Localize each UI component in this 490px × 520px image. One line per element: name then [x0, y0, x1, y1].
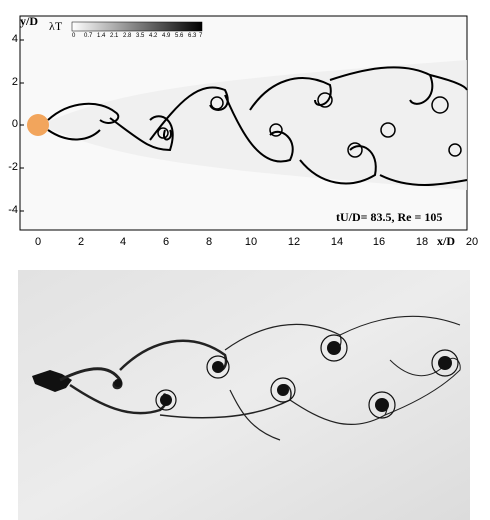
y-tick: 0 — [11, 118, 18, 130]
x-axis-label: x/D — [437, 234, 455, 248]
cb-tick: 1.4 — [97, 33, 106, 39]
vortex-lines — [47, 66, 468, 186]
colorbar — [71, 21, 203, 32]
vortex-rings-photo — [155, 334, 459, 419]
y-axis-label: y/D — [20, 14, 38, 28]
x-tick: 10 — [244, 236, 258, 248]
axis-ticks — [20, 39, 24, 212]
vortex-cores-photo — [114, 341, 452, 412]
cb-tick: 0 — [72, 33, 76, 39]
cb-tick: 4.9 — [162, 33, 171, 39]
cb-tick: 6.3 — [188, 33, 197, 39]
cb-tick: 0.7 — [84, 33, 93, 39]
colorbar-title: λT — [49, 19, 63, 33]
vortex-cores — [157, 92, 462, 158]
x-tick: 18 — [415, 236, 429, 248]
y-tick: 2 — [11, 76, 18, 88]
experiment-photo — [18, 270, 470, 520]
cb-tick: 5.6 — [175, 33, 184, 39]
simulation-panel: y/D λT 0 0.7 1.4 2.1 2.8 3.5 4.2 4.9 5.6… — [8, 14, 479, 248]
y-tick: -2 — [8, 161, 18, 173]
x-tick: 6 — [162, 236, 170, 248]
wake-shading — [40, 60, 467, 190]
x-tick: 0 — [34, 236, 42, 248]
x-tick: 14 — [330, 236, 344, 248]
cb-tick: 3.5 — [136, 33, 145, 39]
time-annotation: tU/D= 83.5, Re = 105 — [336, 210, 443, 224]
x-tick: 2 — [77, 236, 85, 248]
cb-tick: 4.2 — [149, 33, 158, 39]
simulation-plot — [19, 15, 468, 231]
x-tick: 4 — [119, 236, 127, 248]
cylinder — [27, 114, 49, 136]
y-tick: -4 — [8, 204, 18, 216]
x-tick: 12 — [287, 236, 301, 248]
cb-tick: 2.8 — [123, 33, 132, 39]
y-tick: 4 — [11, 33, 18, 45]
experiment-photo-panel — [0, 270, 490, 520]
x-tick: 16 — [372, 236, 386, 248]
dye-source — [32, 370, 72, 392]
photo-background — [18, 270, 470, 520]
x-tick: 20 — [465, 236, 479, 248]
cb-tick: 7 — [199, 33, 203, 39]
x-tick: 8 — [205, 236, 213, 248]
cb-tick: 2.1 — [110, 33, 119, 39]
